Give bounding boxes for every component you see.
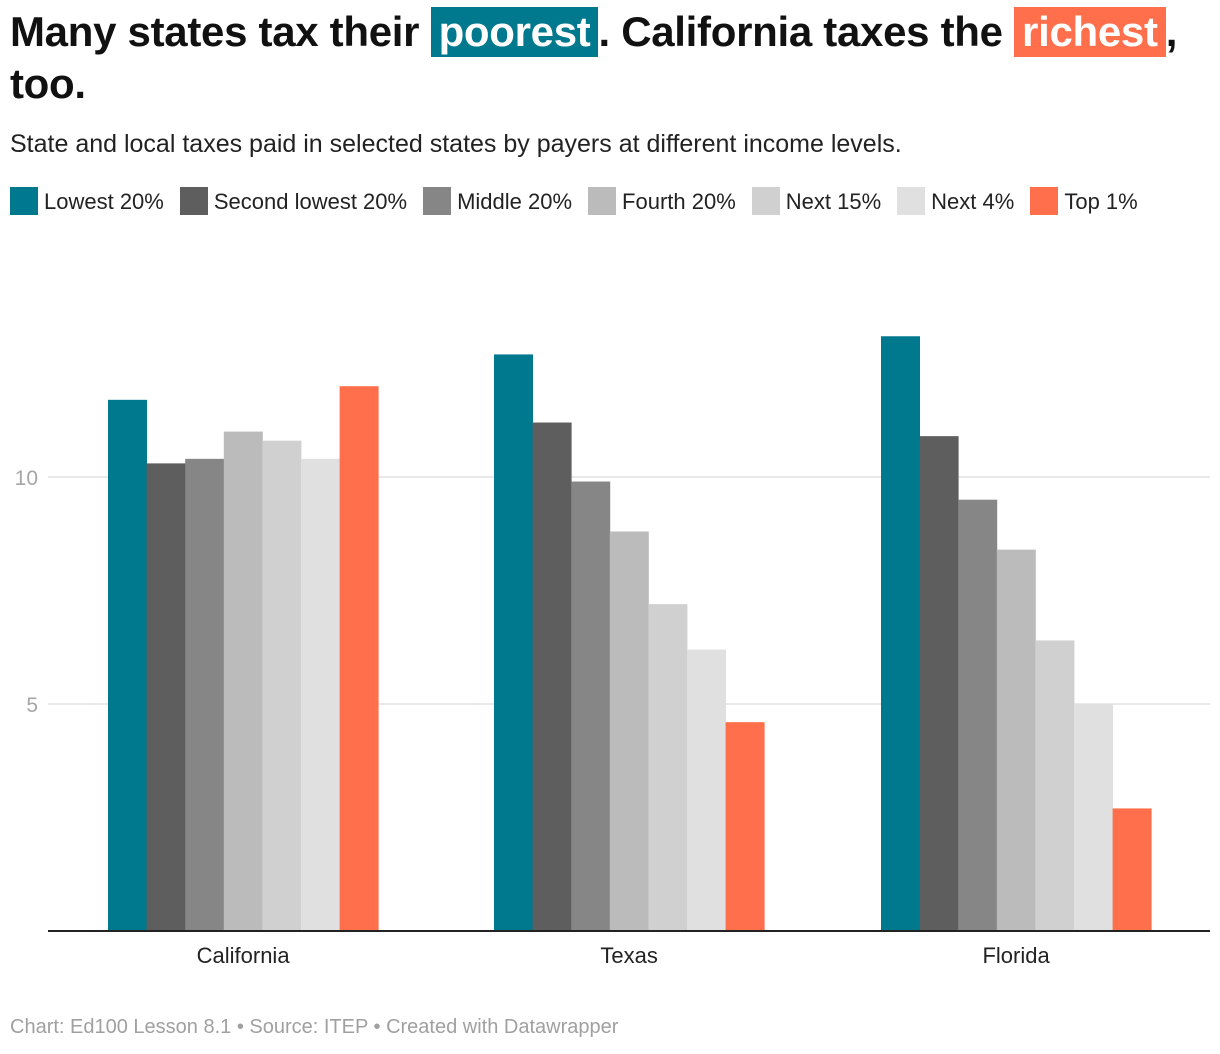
bar bbox=[301, 458, 340, 931]
legend-item: Next 4% bbox=[897, 187, 1015, 215]
bar bbox=[494, 354, 533, 931]
bar bbox=[996, 549, 1036, 931]
legend-item: Middle 20% bbox=[423, 187, 573, 215]
bar bbox=[919, 436, 959, 931]
chart-footer: Chart: Ed100 Lesson 8.1 • Source: ITEP •… bbox=[10, 1016, 619, 1038]
title-part-2: . California taxes the bbox=[598, 8, 1015, 55]
bar bbox=[185, 458, 225, 931]
chart-subtitle: State and local taxes paid in selected s… bbox=[10, 130, 902, 158]
legend-swatch bbox=[423, 187, 452, 215]
legend-label: Next 4% bbox=[931, 189, 1015, 214]
x-tick-label: California bbox=[197, 943, 291, 968]
legend-item: Second lowest 20% bbox=[179, 187, 408, 215]
legend-swatch bbox=[179, 187, 208, 215]
bar bbox=[339, 386, 379, 931]
legend-item: Fourth 20% bbox=[588, 187, 736, 215]
title-highlight-richest: richest bbox=[1014, 7, 1166, 57]
y-tick-label: 5 bbox=[26, 694, 38, 717]
bar bbox=[108, 399, 147, 931]
bar bbox=[1112, 808, 1152, 931]
chart-title: Many states tax their poorest. Californi… bbox=[10, 6, 1210, 110]
title-part-3: , too. bbox=[10, 8, 1178, 107]
title-part-1: Many states tax their bbox=[10, 8, 431, 55]
legend-label: Next 15% bbox=[785, 189, 882, 214]
legend-swatch bbox=[751, 187, 780, 215]
bar bbox=[881, 336, 920, 931]
bar bbox=[1074, 704, 1113, 931]
bar bbox=[725, 722, 765, 931]
legend-swatch bbox=[897, 187, 926, 215]
bar bbox=[532, 422, 572, 931]
bar bbox=[262, 440, 302, 931]
legend-swatch bbox=[588, 187, 617, 215]
legend-swatch bbox=[1030, 187, 1059, 215]
x-tick-label: Texas bbox=[600, 943, 657, 968]
bar bbox=[223, 431, 263, 931]
bar bbox=[609, 531, 649, 931]
legend-item: Lowest 20% bbox=[10, 187, 164, 215]
legend-item: Top 1% bbox=[1030, 187, 1138, 215]
bar bbox=[958, 499, 998, 931]
title-highlight-poorest: poorest bbox=[430, 7, 599, 57]
legend-item: Next 15% bbox=[751, 187, 882, 215]
bar bbox=[146, 463, 186, 931]
legend-label: Top 1% bbox=[1064, 189, 1138, 214]
y-tick-label: 10 bbox=[15, 467, 38, 490]
bar bbox=[687, 649, 726, 931]
legend-label: Second lowest 20% bbox=[213, 189, 408, 214]
x-tick-label: Florida bbox=[982, 943, 1050, 968]
chart-legend: Lowest 20% Second lowest 20% Middle 20% Fou… bbox=[10, 186, 1215, 218]
bar-chart: 5 10 California Texas Florida bbox=[15, 336, 1210, 968]
bar bbox=[571, 481, 611, 931]
bar bbox=[648, 604, 688, 931]
bar bbox=[1035, 640, 1075, 931]
legend-label: Lowest 20% bbox=[44, 189, 164, 214]
legend-label: Fourth 20% bbox=[622, 189, 736, 214]
legend-label: Middle 20% bbox=[457, 189, 573, 214]
legend-swatch bbox=[10, 187, 38, 215]
